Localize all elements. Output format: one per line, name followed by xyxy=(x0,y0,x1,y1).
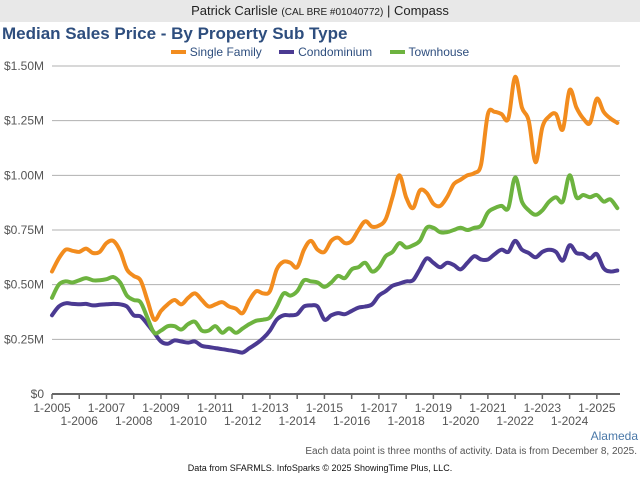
legend-item-condominium[interactable]: Condominium xyxy=(279,45,372,59)
y-tick-label: $0 xyxy=(31,387,45,401)
x-tick-label: 1-2014 xyxy=(278,414,316,428)
legend-label: Single Family xyxy=(189,45,262,59)
x-tick-label: 1-2023 xyxy=(524,401,562,415)
data-source-footer: Data from SFARMLS. InfoSparks © 2025 Sho… xyxy=(187,463,453,473)
legend-swatch-townhouse xyxy=(389,49,405,54)
x-tick-label: 1-2006 xyxy=(61,414,99,428)
y-tick-label: $1.00M xyxy=(4,168,44,182)
series-line-townhouse xyxy=(50,173,620,336)
x-tick-label: 1-2022 xyxy=(496,414,534,428)
x-tick-label: 1-2011 xyxy=(197,401,234,415)
agent-name: Patrick Carlisle xyxy=(191,3,278,18)
series-line-single-family xyxy=(50,74,620,322)
x-tick-label: 1-2025 xyxy=(578,401,616,415)
x-tick-label: 1-2018 xyxy=(387,414,425,428)
data-note: Each data point is three months of activ… xyxy=(305,446,637,457)
chart-title: Median Sales Price - By Property Sub Typ… xyxy=(2,24,348,43)
brokerage-name: Compass xyxy=(393,3,449,18)
region-label[interactable]: Alameda xyxy=(590,429,638,443)
x-tick-label: 1-2010 xyxy=(170,414,208,428)
x-tick-label: 1-2013 xyxy=(251,401,289,415)
header-separator: | xyxy=(386,3,391,18)
legend-swatch-condominium xyxy=(279,49,295,54)
legend-swatch-single-family xyxy=(170,49,186,54)
line-chart: $0 $0.25M $0.50M $0.75M $1.00M $1.25M $1.50M 1-… xyxy=(4,60,620,428)
legend-label: Condominium xyxy=(298,45,373,59)
y-tick-label: $0.25M xyxy=(4,332,44,346)
x-tick-label: 1-2024 xyxy=(551,414,589,428)
x-tick-label: 1-2009 xyxy=(142,401,180,415)
chart-legend: Single Family Condominium Townhouse xyxy=(0,45,640,59)
x-tick-label: 1-2017 xyxy=(360,401,398,415)
y-tick-label: $0.75M xyxy=(4,223,44,237)
agent-header: Patrick Carlisle (CAL BRE #01040772) | C… xyxy=(0,0,640,22)
legend-item-townhouse[interactable]: Townhouse xyxy=(389,45,470,59)
series-line-condominium xyxy=(50,238,620,355)
y-tick-label: $1.50M xyxy=(4,60,44,73)
y-tick-label: $0.50M xyxy=(4,278,44,292)
legend-item-single-family[interactable]: Single Family xyxy=(170,45,262,59)
y-tick-label: $1.25M xyxy=(4,114,44,128)
x-tick-label: 1-2021 xyxy=(469,401,507,415)
x-tick-label: 1-2005 xyxy=(33,401,71,415)
legend-label: Townhouse xyxy=(408,45,470,59)
x-tick-label: 1-2019 xyxy=(415,401,453,415)
x-tick-label: 1-2007 xyxy=(88,401,126,415)
license-number: (CAL BRE #01040772) xyxy=(281,7,384,18)
x-tick-label: 1-2015 xyxy=(306,401,344,415)
x-tick-label: 1-2016 xyxy=(333,414,371,428)
x-tick-label: 1-2008 xyxy=(115,414,153,428)
x-tick-label: 1-2012 xyxy=(224,414,262,428)
x-tick-label: 1-2020 xyxy=(442,414,480,428)
